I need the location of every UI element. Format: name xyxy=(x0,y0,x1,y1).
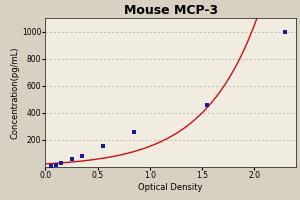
Title: Mouse MCP-3: Mouse MCP-3 xyxy=(124,4,218,17)
Point xyxy=(48,165,53,168)
Y-axis label: Concentration(pg/mL): Concentration(pg/mL) xyxy=(10,46,19,139)
X-axis label: Optical Density: Optical Density xyxy=(138,183,203,192)
Point xyxy=(80,154,84,158)
Point xyxy=(205,103,210,106)
Point xyxy=(100,144,105,148)
Point xyxy=(69,158,74,161)
Point xyxy=(53,163,58,166)
Point xyxy=(283,30,288,33)
Point xyxy=(59,161,64,164)
Point xyxy=(132,131,136,134)
